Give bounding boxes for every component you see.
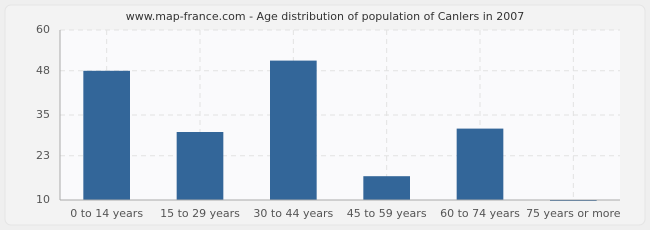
x-tick-label: 60 to 74 years: [440, 207, 520, 220]
bar: [83, 70, 130, 200]
x-tick-label: 0 to 14 years: [70, 207, 143, 220]
y-tick-label: 35: [36, 108, 50, 121]
x-tick-label: 15 to 29 years: [160, 207, 240, 220]
y-tick-label: 60: [36, 23, 50, 36]
bar: [456, 128, 504, 200]
y-tick-label: 10: [36, 193, 50, 206]
chart: www.map-france.com - Age distribution of…: [0, 0, 650, 230]
x-tick-label: 30 to 44 years: [253, 207, 333, 220]
y-tick-label: 48: [36, 64, 50, 77]
chart-title: www.map-france.com - Age distribution of…: [126, 10, 524, 23]
bar: [363, 176, 410, 200]
x-tick-label: 45 to 59 years: [347, 207, 427, 220]
x-tick-label: 75 years or more: [526, 207, 621, 220]
y-tick-label: 23: [36, 149, 50, 162]
bar: [270, 60, 317, 200]
bar: [176, 132, 224, 200]
